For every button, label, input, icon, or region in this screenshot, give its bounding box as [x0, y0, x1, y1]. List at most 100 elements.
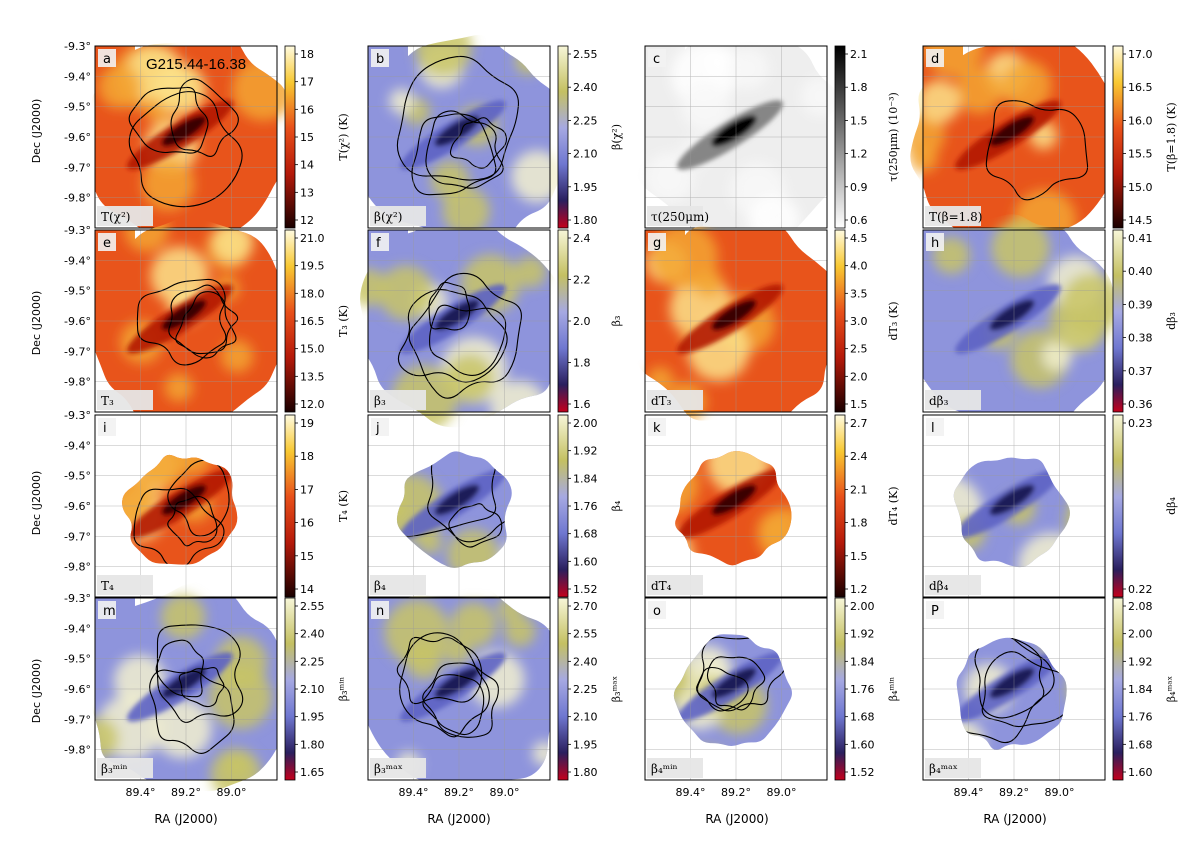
colorbar-tick-a: 16 — [300, 103, 314, 116]
colorbar-tick-c: 2.1 — [850, 48, 868, 61]
colorbar-tick-j: 1.92 — [573, 445, 598, 458]
colorbar-tick-g: 4.5 — [850, 232, 868, 245]
panel-o: o β₄ᵐⁱⁿ 2.00 1.92 1.84 1.76 1.68 1.60 1.52 β₄ᵐⁱⁿ 8… — [644, 597, 900, 799]
ra-tick-m: 89.4° — [126, 786, 156, 799]
contour-m — [155, 639, 205, 698]
colorbar-tick-m: 2.25 — [300, 655, 325, 668]
panel-letter-h: h — [931, 236, 939, 251]
ra-tick-m: 89.0° — [217, 786, 247, 799]
colorbar-tick-m: 1.95 — [300, 711, 325, 724]
dec-tick-m: -9.5° — [64, 653, 91, 666]
colorbar-label-b: β(χ²) — [610, 124, 623, 150]
colorbar-tick-o: 1.92 — [850, 628, 875, 641]
grid-l — [923, 415, 1105, 597]
panel-letter-a: a — [103, 52, 111, 67]
contour-p — [974, 637, 1045, 719]
grid-n — [368, 598, 550, 780]
colorbar-tick-m: 1.80 — [300, 738, 325, 751]
colorbar-tick-l: 0.22 — [1128, 583, 1153, 596]
colorbar-tick-k: 1.8 — [850, 517, 868, 530]
colorbar-label-d: T(β=1.8) (K) — [1165, 102, 1178, 171]
contour-n — [399, 632, 490, 738]
ra-axis-label-col3: RA (J2000) — [705, 812, 768, 826]
dec-tick-a: -9.7° — [64, 161, 91, 174]
colorbar-tick-i: 16 — [300, 517, 314, 530]
frame-l — [922, 414, 1106, 598]
ra-tick-p: 89.0° — [1045, 786, 1075, 799]
grid-b — [368, 46, 550, 228]
ra-tick-n: 89.0° — [490, 786, 520, 799]
colorbar-tick-j: 1.76 — [573, 500, 598, 513]
colorbar-f — [557, 229, 569, 413]
colorbar-tick-m: 2.40 — [300, 628, 325, 641]
dec-tick-e: -9.3° — [64, 224, 91, 237]
panel-g: g dT₃ 4.5 4.0 3.5 3.0 2.5 2.0 1.5 dT₃ (K) — [644, 223, 900, 422]
colorbar-tick-p: 1.76 — [1128, 711, 1153, 724]
ra-axis-label-col2: RA (J2000) — [427, 812, 490, 826]
colorbar-label-o: β₄ᵐⁱⁿ — [887, 677, 900, 702]
colorbar-tick-p: 1.92 — [1128, 655, 1153, 668]
contour-i — [167, 495, 218, 547]
colorbar-m — [284, 597, 296, 781]
colorbar-label-k: dT₄ (K) — [887, 486, 900, 525]
ra-tick-p: 89.2° — [999, 786, 1029, 799]
dec-tick-m: -9.8° — [64, 744, 91, 757]
colorbar-label-p: β₄ᵐᵃˣ — [1165, 675, 1178, 702]
panel-tag-b: β(χ²) — [374, 210, 402, 224]
panel-tag-c: τ(250μm) — [651, 210, 709, 224]
colorbar-label-i: T₄ (K) — [337, 490, 350, 522]
contour-n — [422, 674, 485, 736]
colorbar-tick-k: 1.2 — [850, 583, 868, 596]
colorbar-tick-h: 0.36 — [1128, 398, 1153, 411]
panel-letter-n: n — [376, 604, 384, 619]
dec-tick-a: -9.8° — [64, 192, 91, 205]
figure-title: G215.44-16.38 — [146, 56, 246, 73]
dec-tick-a: -9.5° — [64, 101, 91, 114]
map-n — [368, 596, 557, 780]
colorbar-tick-n: 2.55 — [573, 628, 598, 641]
colorbar-tick-i: 17 — [300, 483, 314, 496]
ra-tick-o: 89.0° — [767, 786, 797, 799]
colorbar-tick-d: 16.0 — [1128, 114, 1153, 127]
ra-tick-o: 89.2° — [721, 786, 751, 799]
colorbar-label-h: dβ₃ — [1165, 312, 1178, 330]
panel-m: mβ₃ᵐⁱⁿ2.552.402.252.101.951.801.65β₃ᵐⁱⁿ-… — [64, 592, 350, 799]
colorbar-label-a: T(χ²) (K) — [337, 113, 350, 160]
colorbar-tick-e: 18.0 — [300, 287, 325, 300]
colorbar-tick-g: 4.0 — [850, 260, 868, 273]
colorbar-tick-i: 19 — [300, 417, 314, 430]
grid-d — [923, 46, 1105, 228]
colorbar-tick-f: 2.0 — [573, 315, 591, 328]
panel-e: e T₃ 21.0 19.5 18.0 16.5 15.0 13.5 12.0 T₃ (K) -9.… — [64, 216, 350, 413]
colorbar-tick-g: 1.5 — [850, 398, 868, 411]
colorbar-tick-n: 2.70 — [573, 600, 598, 613]
colorbar-tick-o: 2.00 — [850, 600, 875, 613]
colorbar-tick-j: 2.00 — [573, 417, 598, 430]
panel-tag-a: T(χ²) — [101, 210, 130, 224]
colorbar-tick-p: 2.08 — [1128, 600, 1153, 613]
panel-letter-k: k — [653, 421, 661, 436]
colorbar-tick-d: 16.5 — [1128, 81, 1153, 94]
panel-j: j β₄ 2.00 1.92 1.84 1.76 1.68 1.60 1.52 β₄ — [367, 414, 623, 598]
colorbar-tick-a: 13 — [300, 186, 314, 199]
contour-d — [985, 100, 1089, 201]
dec-tick-m: -9.6° — [64, 683, 91, 696]
dec-axis-label-row1: Dec (J2000) — [30, 99, 43, 164]
panel-i: i T₄ 19 18 17 16 15 14 T₄ (K) -9.3° -9.4° -9.5° -9.6… — [64, 409, 350, 598]
contour-o — [696, 666, 749, 712]
contour-e — [136, 278, 227, 366]
panel-tag-f: β₃ — [374, 394, 386, 408]
frame-j — [367, 414, 551, 598]
dec-axis-label-row2: Dec (J2000) — [30, 291, 43, 356]
panel-letter-e: e — [103, 236, 111, 251]
colorbar-tick-d: 15.5 — [1128, 148, 1153, 161]
dec-axis-label-row3: Dec (J2000) — [30, 471, 43, 536]
colorbar-tick-f: 2.2 — [573, 274, 591, 287]
grid-g — [645, 230, 827, 412]
panel-letter-f: f — [376, 236, 381, 251]
colorbar-tick-k: 1.5 — [850, 550, 868, 563]
contour-a — [128, 91, 243, 208]
colorbar-tick-l: 0.23 — [1128, 417, 1153, 430]
